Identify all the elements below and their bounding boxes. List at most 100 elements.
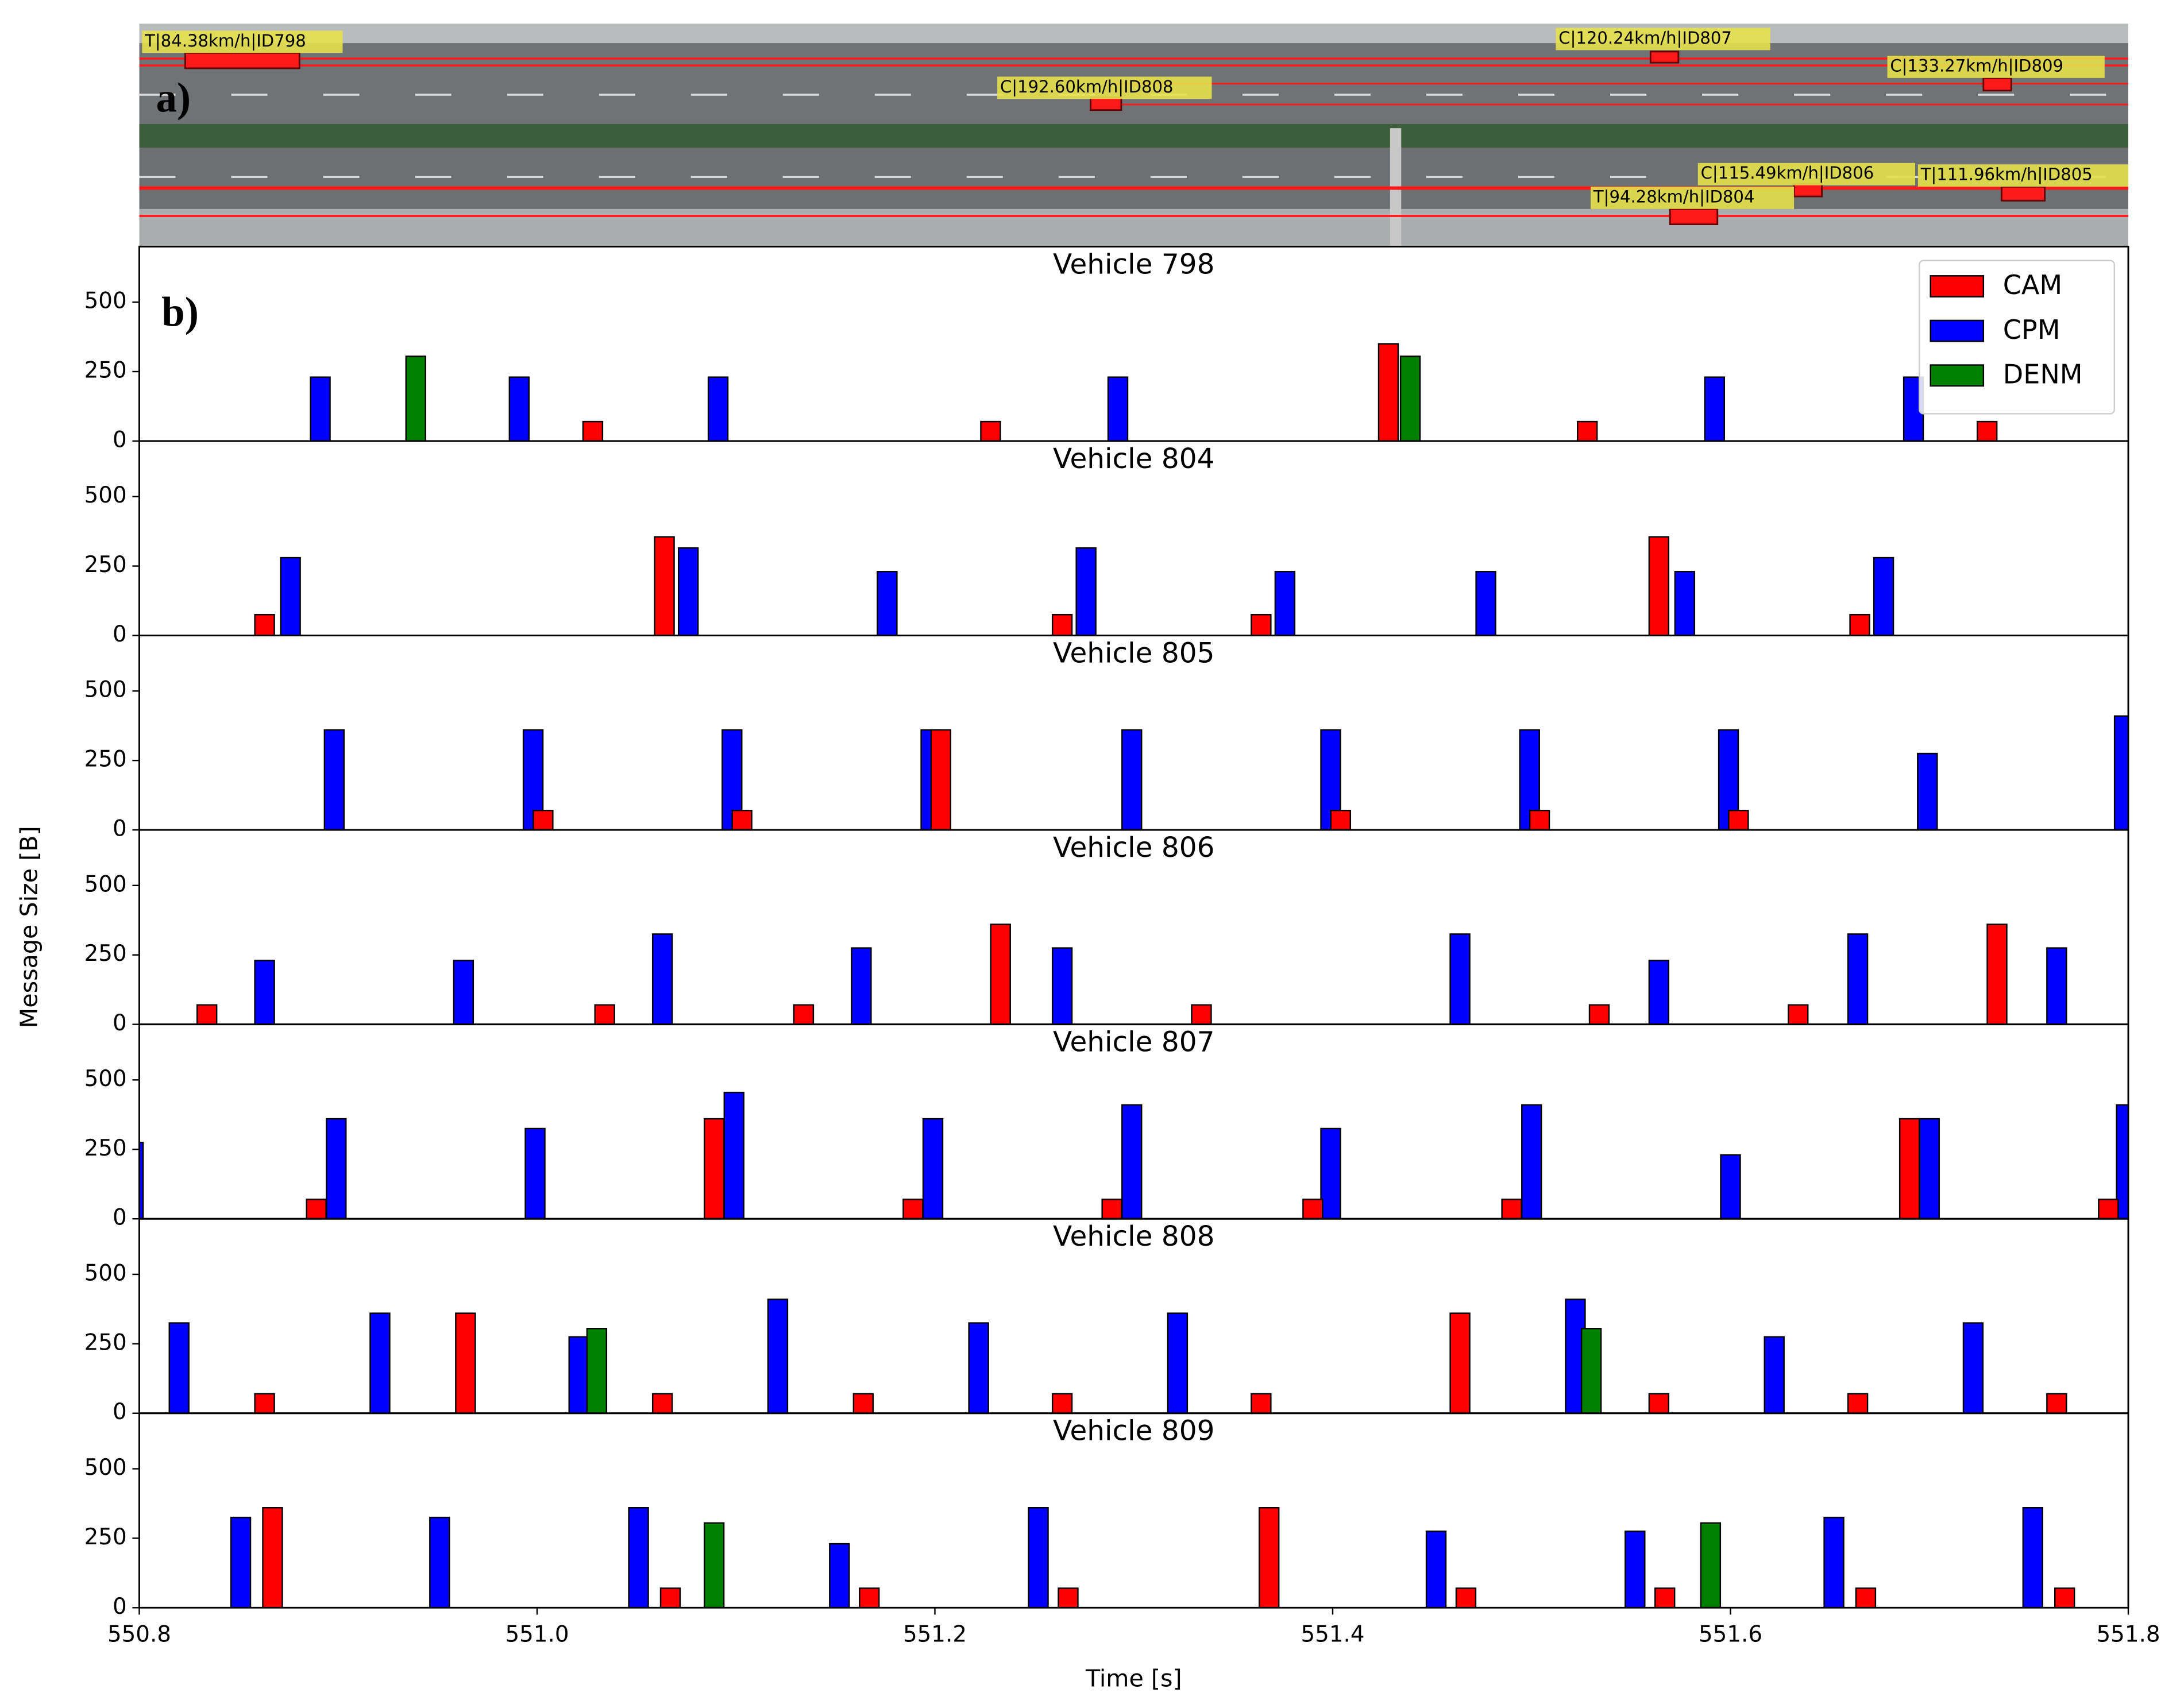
bar xyxy=(1588,1004,1610,1025)
bar xyxy=(1720,1154,1741,1220)
bar xyxy=(1191,1004,1212,1025)
bar xyxy=(1302,1199,1323,1220)
subplot-title: Vehicle 805 xyxy=(1053,637,1214,669)
bar xyxy=(1788,1004,1809,1025)
bar xyxy=(651,1393,673,1414)
bar xyxy=(767,1299,789,1414)
bar xyxy=(677,547,699,636)
bar xyxy=(310,376,331,442)
y-axis-label: Message Size [B] xyxy=(15,826,43,1028)
x-axis-label: Time [s] xyxy=(1085,1664,1182,1692)
y-tick-label: 500 xyxy=(84,871,127,897)
bar xyxy=(859,1587,880,1608)
bar xyxy=(1823,1516,1845,1608)
bar xyxy=(968,1322,989,1414)
bar xyxy=(369,1312,391,1414)
x-tick-label: 551.2 xyxy=(903,1621,967,1647)
x-tick-label: 550.8 xyxy=(107,1621,171,1647)
bar xyxy=(1580,1328,1602,1414)
bar xyxy=(1764,1336,1785,1414)
bar xyxy=(902,1199,924,1220)
bar xyxy=(2046,947,2067,1025)
bar xyxy=(455,1312,476,1414)
y-tick-label: 0 xyxy=(113,621,127,647)
bar xyxy=(1847,933,1869,1025)
legend-label: CAM xyxy=(2003,269,2062,300)
bar xyxy=(793,1004,815,1025)
y-tick-label: 0 xyxy=(113,1594,127,1620)
bar xyxy=(306,1199,327,1220)
axes-frame xyxy=(138,1412,2129,1609)
bar xyxy=(1976,420,1998,442)
legend-swatch xyxy=(1930,364,1985,387)
bar xyxy=(922,1118,944,1220)
subplot-title: Vehicle 807 xyxy=(1053,1026,1214,1058)
bar xyxy=(1847,1393,1869,1414)
y-tick-label: 250 xyxy=(84,1330,127,1355)
bar xyxy=(1855,1587,1877,1608)
bar xyxy=(326,1118,347,1220)
bar xyxy=(1121,729,1143,831)
bar xyxy=(654,536,675,636)
bar xyxy=(1051,947,1073,1025)
bar xyxy=(731,809,753,831)
bar xyxy=(1728,809,1749,831)
bar xyxy=(254,1393,275,1414)
bar xyxy=(628,1506,649,1608)
bar xyxy=(1577,420,1598,442)
bar xyxy=(280,557,301,636)
y-tick-label: 250 xyxy=(84,1524,127,1550)
bar xyxy=(2098,1199,2119,1220)
subplot-title: Vehicle 806 xyxy=(1053,832,1214,864)
vehicle-label: T|84.38km/h|ID798 xyxy=(144,31,306,51)
bar xyxy=(1625,1531,1646,1608)
vehicle-label: C|120.24km/h|ID807 xyxy=(1558,28,1732,48)
bar xyxy=(254,960,275,1025)
x-tick-label: 551.0 xyxy=(505,1621,569,1647)
bar xyxy=(980,420,1001,442)
bar xyxy=(1449,1312,1471,1414)
bar xyxy=(1455,1587,1477,1608)
bar xyxy=(1648,1393,1670,1414)
bar xyxy=(1648,960,1670,1025)
bar xyxy=(1521,1104,1542,1220)
y-tick-label: 250 xyxy=(84,747,127,772)
bar xyxy=(1475,571,1496,636)
bar xyxy=(1121,1104,1143,1220)
bar xyxy=(1051,1393,1073,1414)
bar xyxy=(586,1328,608,1414)
bar xyxy=(230,1516,252,1608)
panel-label: a) xyxy=(156,74,191,121)
bar xyxy=(1167,1312,1189,1414)
bar xyxy=(262,1506,283,1608)
y-tick-label: 500 xyxy=(84,1066,127,1092)
y-tick-label: 500 xyxy=(84,677,127,703)
bar xyxy=(524,1127,546,1220)
bar xyxy=(1377,343,1399,442)
legend-label: CPM xyxy=(2003,314,2060,345)
bar xyxy=(1501,1199,1522,1220)
bar xyxy=(1917,752,1938,831)
axes: Vehicle 798 0 250 500 Vehicle 804 0 250 500 Vehi… xyxy=(15,245,2160,1692)
bar xyxy=(2113,715,2129,831)
vehicle-label: T|111.96km/h|ID805 xyxy=(1920,165,2093,184)
bar xyxy=(1051,614,1073,636)
bar xyxy=(1899,1118,1920,1220)
bar xyxy=(1986,923,2008,1025)
bar xyxy=(1101,1199,1122,1220)
panel-label: b) xyxy=(161,288,199,335)
subplot-title: Vehicle 808 xyxy=(1053,1220,1214,1253)
bar xyxy=(703,1118,725,1220)
bar xyxy=(1849,614,1870,636)
bar xyxy=(829,1543,850,1608)
bar xyxy=(1529,809,1550,831)
y-tick-label: 0 xyxy=(113,1205,127,1231)
bar xyxy=(2116,1104,2129,1220)
x-tick-label: 551.4 xyxy=(1301,1621,1364,1647)
y-tick-label: 0 xyxy=(113,1010,127,1036)
bar xyxy=(659,1587,681,1608)
bar xyxy=(453,960,474,1025)
bar xyxy=(1075,547,1097,636)
bar xyxy=(1251,614,1272,636)
bar xyxy=(877,571,898,636)
